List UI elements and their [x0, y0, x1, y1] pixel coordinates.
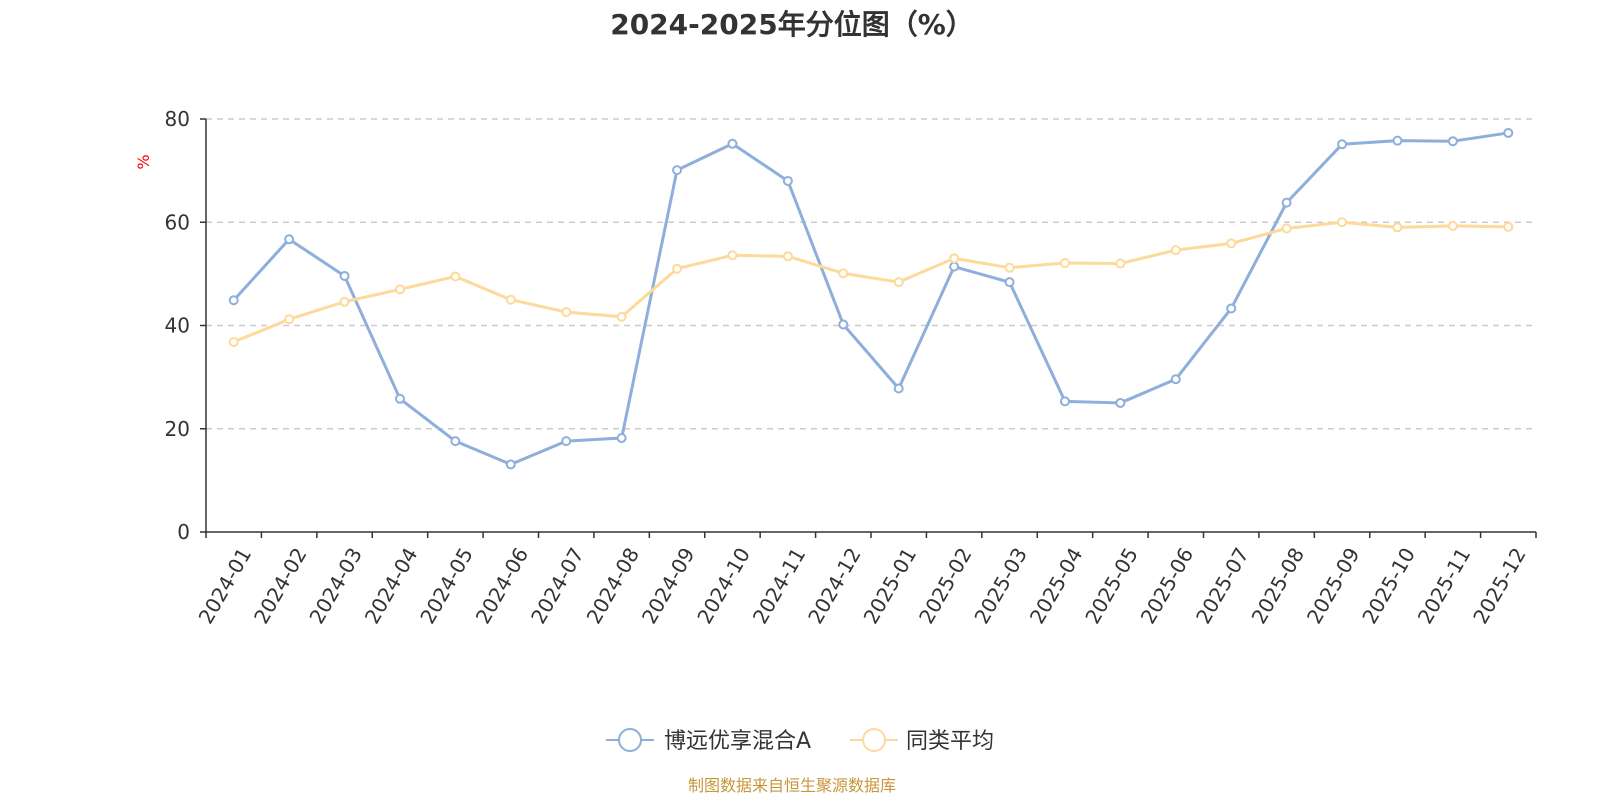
series-1-point: [782, 251, 793, 262]
series-0-point: [949, 261, 960, 272]
x-tick-label: 2025-11: [1413, 544, 1476, 628]
series-0-point: [284, 234, 295, 245]
legend-label-0: 博远优享混合A: [664, 729, 811, 754]
series-1-point: [1226, 238, 1237, 249]
x-tick-label: 2025-02: [914, 544, 977, 628]
x-tick-label: 2025-09: [1302, 544, 1365, 628]
series-0-point: [1392, 135, 1403, 146]
series-0-point: [1004, 277, 1015, 288]
y-tick-label: 20: [165, 417, 190, 441]
series-1-point: [1503, 221, 1514, 232]
series-0-point: [1170, 374, 1181, 385]
series-1-point: [228, 337, 239, 348]
series-0-point: [1503, 127, 1514, 138]
x-tick-label: 2024-07: [526, 544, 589, 628]
y-tick-label: 80: [165, 107, 190, 131]
series-1-point: [727, 250, 738, 261]
legend-label-1: 同类平均: [906, 729, 994, 754]
x-tick-label: 2024-03: [304, 544, 367, 628]
chart-title: 2024-2025年分位图（%）: [610, 8, 974, 41]
x-tick-label: 2025-08: [1247, 544, 1310, 628]
series-line-0: [232, 131, 1509, 466]
series-0-point: [394, 393, 405, 404]
series-0-point: [616, 433, 627, 444]
series-0-point: [450, 436, 461, 447]
series-0-point: [893, 383, 904, 394]
series-1-point: [1115, 258, 1126, 269]
x-tick-label: 2024-04: [360, 544, 423, 628]
legend-marker-0: [618, 728, 642, 752]
series-1-point: [672, 263, 683, 274]
x-tick-label: 2025-03: [969, 544, 1032, 628]
x-tick-label: 2024-12: [803, 544, 866, 628]
x-tick-label: 2024-05: [415, 544, 478, 628]
data-source-note: 制图数据来自恒生聚源数据库: [688, 776, 896, 795]
series-1-point: [450, 271, 461, 282]
series-1-point: [1392, 222, 1403, 233]
series-0-point: [1115, 397, 1126, 408]
series-0-point: [838, 319, 849, 330]
x-tick-label: 2025-01: [859, 544, 922, 628]
series-1-point: [561, 307, 572, 318]
y-axis-unit-label: %: [134, 154, 153, 169]
x-tick-label: 2025-07: [1191, 544, 1254, 628]
axes: 0204060802024-012024-022024-032024-04202…: [165, 107, 1537, 628]
x-tick-label: 2025-06: [1136, 544, 1199, 628]
series-0-point: [339, 270, 350, 281]
x-tick-label: 2024-10: [692, 544, 755, 628]
series-0-point: [1447, 136, 1458, 147]
x-tick-label: 2024-08: [582, 544, 645, 628]
x-tick-label: 2024-11: [748, 544, 811, 628]
series-1-point: [838, 268, 849, 279]
series-1-point: [1337, 217, 1348, 228]
series-1-point: [1281, 223, 1292, 234]
series-1-point: [893, 277, 904, 288]
series-1-point: [1170, 245, 1181, 256]
series-0-point: [1281, 197, 1292, 208]
x-tick-label: 2025-04: [1025, 544, 1088, 628]
series-1-point: [394, 284, 405, 295]
x-tick-label: 2024-01: [194, 544, 257, 628]
series-1-point: [616, 311, 627, 322]
series-0-point: [1337, 139, 1348, 150]
series-0-point: [1226, 303, 1237, 314]
series-lines: [228, 127, 1514, 470]
y-tick-label: 0: [177, 520, 190, 544]
series-0-point: [505, 459, 516, 470]
series-1-point: [1447, 220, 1458, 231]
series-1-point: [284, 314, 295, 325]
x-tick-label: 2025-05: [1080, 544, 1143, 628]
y-tick-label: 40: [165, 314, 190, 338]
series-1-point: [1059, 258, 1070, 269]
series-0-point: [727, 138, 738, 149]
series-1-point: [949, 253, 960, 264]
series-1-point: [1004, 262, 1015, 273]
legend: 博远优享混合A 同类平均: [606, 728, 994, 754]
series-0-point: [228, 295, 239, 306]
x-tick-label: 2024-06: [471, 544, 534, 628]
series-1-point: [505, 294, 516, 305]
legend-marker-1: [862, 728, 886, 752]
series-0-point: [561, 436, 572, 447]
series-line-1: [233, 220, 1509, 344]
x-tick-label: 2024-09: [637, 544, 700, 628]
grid-lines: [206, 118, 1536, 430]
x-tick-label: 2024-02: [249, 544, 312, 628]
series-0-point: [1059, 396, 1070, 407]
y-tick-label: 60: [165, 210, 190, 234]
x-tick-label: 2025-12: [1468, 544, 1531, 628]
series-1-point: [339, 296, 350, 307]
series-0-point: [672, 165, 683, 176]
series-0-point: [782, 175, 793, 186]
x-tick-label: 2025-10: [1357, 544, 1420, 628]
